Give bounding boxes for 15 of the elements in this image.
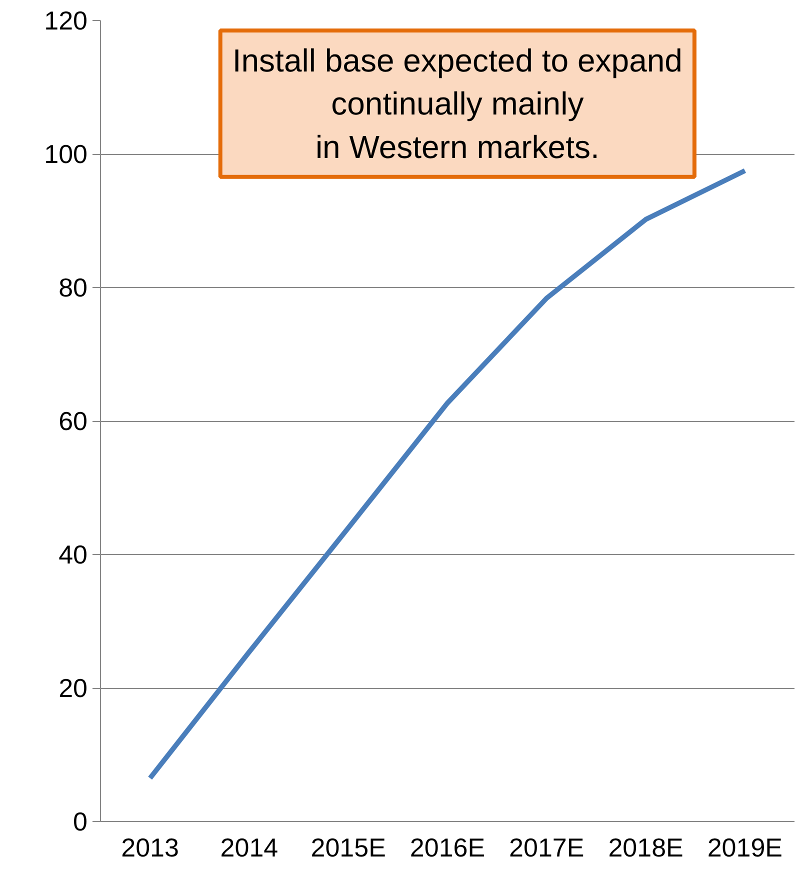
x-tick-label: 2013 bbox=[121, 832, 179, 862]
x-tick-label: 2014 bbox=[220, 832, 278, 862]
y-tick-label: 120 bbox=[44, 6, 88, 36]
y-tick-label: 0 bbox=[73, 806, 88, 836]
y-tick-label: 80 bbox=[58, 272, 88, 302]
x-tick-label: 2017E bbox=[509, 832, 584, 862]
annotation: Install base expected to expand continually mainly in Western markets. bbox=[232, 42, 682, 165]
x-tick-label: 2019E bbox=[707, 832, 783, 862]
y-tick-label: 60 bbox=[58, 406, 88, 436]
x-tick-label: 2018E bbox=[608, 832, 684, 862]
y-tick-label: 20 bbox=[58, 673, 88, 703]
y-tick-label: 100 bbox=[44, 139, 88, 169]
x-tick-label: 2015E bbox=[310, 832, 386, 862]
y-tick-label: 40 bbox=[58, 540, 88, 570]
x-tick-label: 2016E bbox=[410, 832, 486, 862]
